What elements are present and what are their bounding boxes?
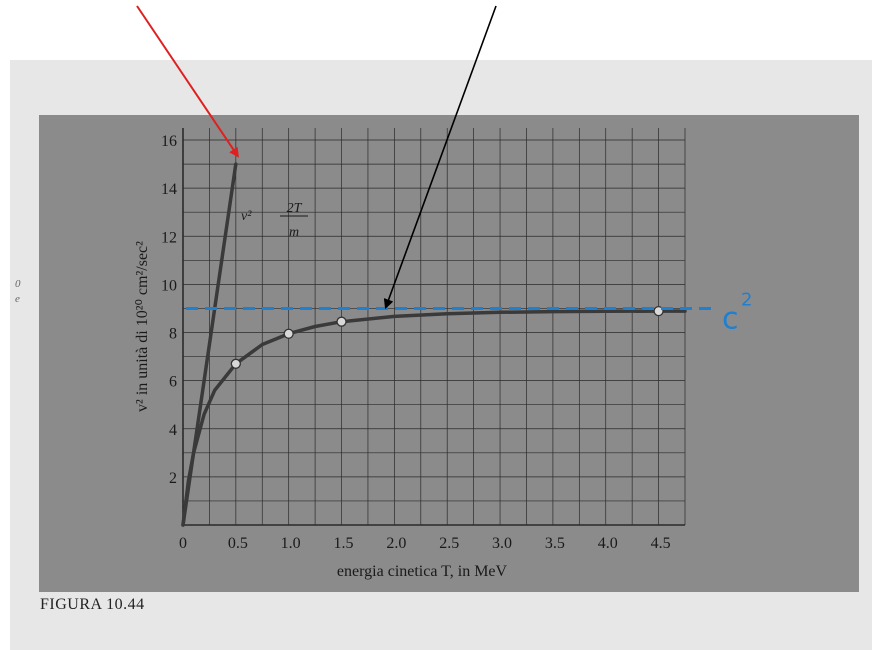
data-point-marker (230, 358, 241, 369)
y-tick-label: 4 (169, 422, 177, 439)
x-tick-label: 4.5 (651, 535, 671, 552)
figure-caption: FIGURA 10.44 (40, 596, 145, 613)
y-tick-label: 16 (161, 133, 177, 150)
x-tick-label: 2.5 (439, 535, 459, 552)
c-squared-exponent: 2 (741, 289, 752, 310)
equation-denominator: m (289, 225, 299, 240)
y-tick-label: 12 (161, 229, 177, 246)
x-tick-label: 2.0 (386, 535, 406, 552)
x-tick-label: 4.0 (598, 535, 618, 552)
x-tick-label: 0.5 (228, 535, 248, 552)
y-tick-label: 6 (169, 374, 177, 391)
data-point-marker (336, 316, 347, 327)
data-point-marker (283, 328, 294, 339)
series-line-relativistic (181, 309, 687, 527)
margin-mark: e (15, 293, 20, 305)
x-tick-label: 0 (179, 535, 187, 552)
y-tick-label: 8 (169, 326, 177, 343)
y-tick-label: 2 (169, 470, 177, 487)
x-tick-label: 3.5 (545, 535, 565, 552)
y-tick-label: 14 (161, 181, 177, 198)
x-tick-label: 1.5 (334, 535, 354, 552)
y-tick-label: 10 (161, 277, 177, 294)
black-arrow (383, 5, 497, 310)
x-axis-label: energia cinetica T, in MeV (337, 563, 508, 580)
equation-lhs: v² (241, 209, 252, 224)
data-point-marker (653, 305, 664, 317)
equation-numerator: 2T (287, 201, 303, 216)
y-axis-label: v² in unità di 10²⁰ cm²/sec² (134, 241, 151, 412)
c-squared-label: c (722, 301, 739, 336)
margin-mark: 0 (15, 278, 21, 290)
red-arrow (136, 5, 239, 158)
x-tick-label: 1.0 (281, 535, 301, 552)
plot-panel (39, 115, 859, 592)
x-tick-label: 3.0 (492, 535, 512, 552)
